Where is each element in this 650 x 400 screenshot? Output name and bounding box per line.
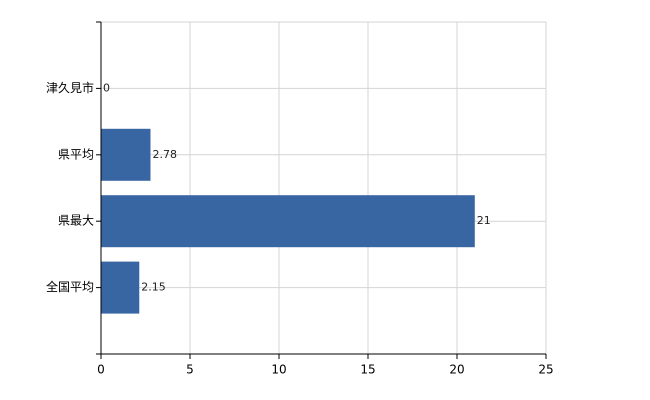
y-tick-label: 全国平均 bbox=[46, 279, 94, 294]
x-tick-label: 25 bbox=[538, 363, 553, 377]
x-tick-label: 15 bbox=[360, 363, 375, 377]
x-tick-label: 20 bbox=[449, 363, 464, 377]
value-label: 2.15 bbox=[141, 281, 166, 294]
x-tick-label: 10 bbox=[271, 363, 286, 377]
x-tick-label: 0 bbox=[97, 363, 105, 377]
value-label: 0 bbox=[103, 81, 110, 94]
value-label: 2.78 bbox=[152, 148, 177, 161]
x-tick-label: 5 bbox=[186, 363, 194, 377]
value-label: 21 bbox=[477, 214, 491, 227]
y-tick-label: 県最大 bbox=[58, 214, 94, 228]
y-tick-label: 津久見市 bbox=[46, 80, 94, 95]
bar bbox=[101, 128, 151, 181]
bar bbox=[101, 261, 140, 314]
bar bbox=[101, 195, 475, 248]
y-tick-label: 県平均 bbox=[58, 147, 94, 161]
